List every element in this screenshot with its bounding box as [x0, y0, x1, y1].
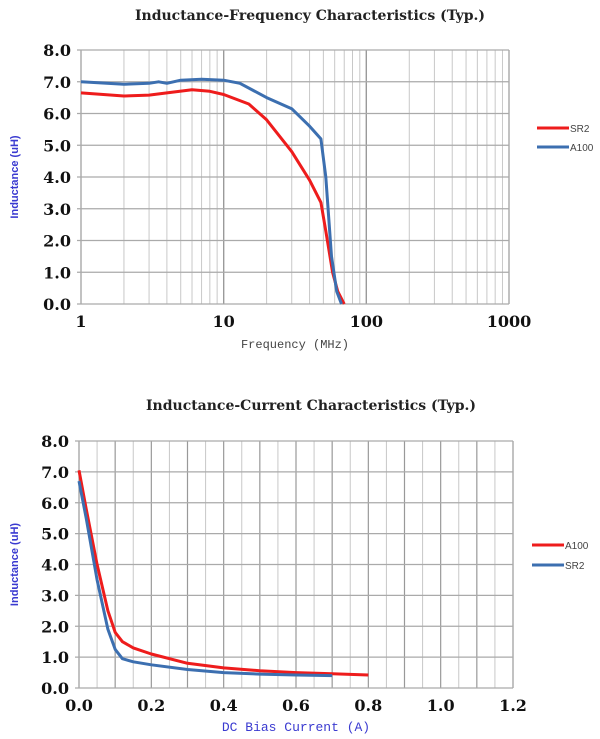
y-tick-label: 1.0	[41, 648, 69, 667]
y-tick-label: 5.0	[43, 136, 71, 155]
y-tick-label: 5.0	[41, 525, 69, 544]
y-tick-label: 1.0	[43, 263, 71, 282]
x-tick-label: 1.0	[427, 696, 455, 715]
y-tick-label: 7.0	[43, 73, 71, 92]
chart-current: 0.0 1.0 2.0 3.0 4.0 5.0 6.0 7.0 8.0 0.0 0.2 0.4 0.6 0…	[9, 398, 589, 735]
x-tick-label: 0.2	[137, 696, 165, 715]
chart-frequency: 0.0 1.0 2.0 3.0 4.0 5.0 6.0 7.0 8.0 1 10 100 1000 Ind…	[9, 8, 594, 352]
y-tick-label: 4.0	[41, 556, 69, 575]
legend-label: A100	[570, 143, 594, 154]
x-tick-label: 0.4	[210, 696, 238, 715]
x-tick-label: 1	[75, 312, 86, 331]
legend-label: SR2	[565, 561, 585, 572]
series-line-a100	[80, 77, 343, 305]
y-tick-label: 0.0	[43, 295, 71, 314]
x-tick-label: 0.0	[65, 696, 93, 715]
legend-label: SR2	[570, 124, 590, 135]
y-axis-label: Inductance (uH)	[9, 523, 21, 606]
y-tick-label: 6.0	[41, 494, 69, 513]
y-tick-label: 3.0	[43, 200, 71, 219]
x-axis-label: Frequency (MHz)	[241, 338, 349, 352]
series-line-sr2	[80, 88, 346, 305]
y-axis-label: Inductance (uH)	[9, 135, 21, 218]
y-tick-label: 3.0	[41, 586, 69, 605]
x-tick-label: 1000	[487, 312, 532, 331]
chart-title: Inductance-Frequency Characteristics (Ty…	[135, 8, 485, 24]
legend-label: A100	[565, 541, 589, 552]
y-tick-label: 7.0	[41, 463, 69, 482]
y-tick-label: 4.0	[43, 168, 71, 187]
y-tick-label: 8.0	[41, 432, 69, 451]
series-line-a100	[77, 470, 369, 677]
series-line-sr2	[77, 480, 333, 678]
y-tick-label: 6.0	[43, 105, 71, 124]
y-tick-label: 8.0	[43, 41, 71, 60]
y-tick-label: 2.0	[41, 617, 69, 636]
x-tick-label: 10	[213, 312, 235, 331]
x-tick-label: 0.6	[282, 696, 310, 715]
y-tick-label: 0.0	[41, 679, 69, 698]
x-tick-label: 1.2	[499, 696, 527, 715]
x-tick-label: 100	[350, 312, 383, 331]
chart-title: Inductance-Current Characteristics (Typ.…	[146, 398, 476, 414]
x-tick-label: 0.8	[354, 696, 382, 715]
x-axis-label: DC Bias Current (A)	[222, 720, 370, 735]
y-tick-label: 2.0	[43, 232, 71, 251]
